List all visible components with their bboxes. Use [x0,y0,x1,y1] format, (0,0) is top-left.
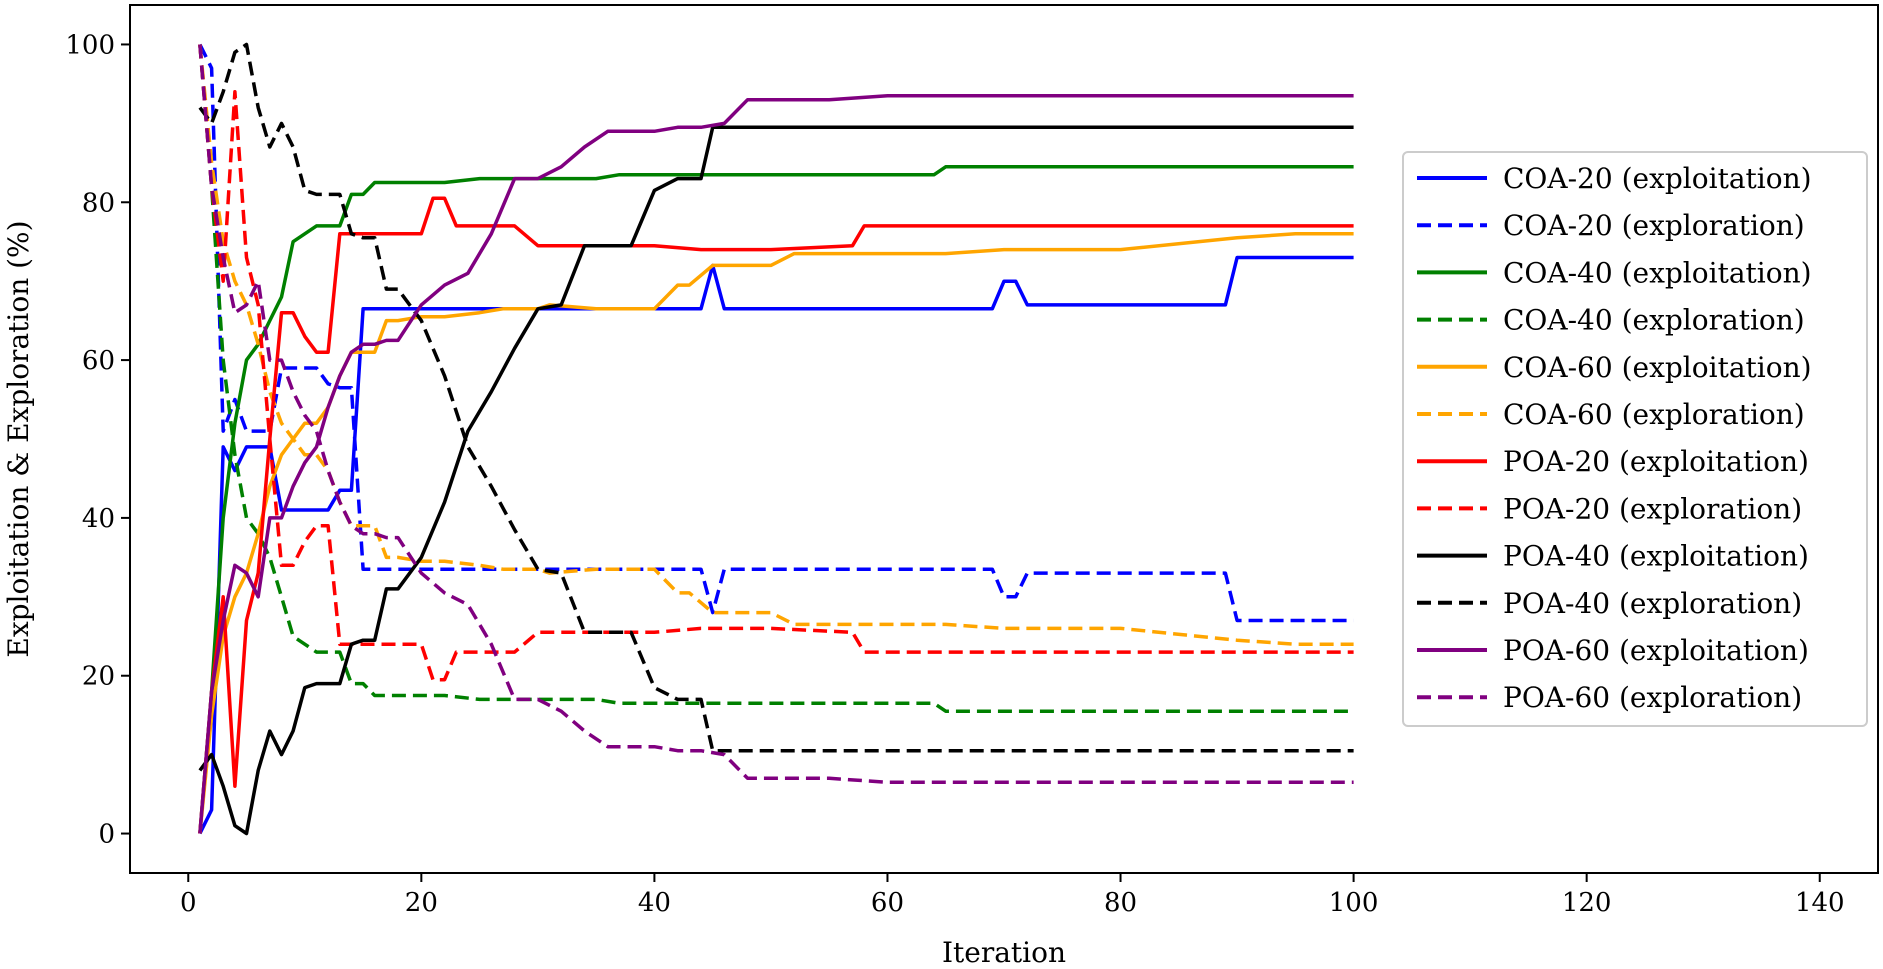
legend-label-coa-60-exploration: COA-60 (exploration) [1503,398,1805,431]
series-lines [198,42,1354,836]
legend-box [1402,151,1868,727]
x-tick-label: 60 [871,888,904,918]
series-line-poa-60-exploration [198,44,1354,785]
legend-label-poa-40-exploitation: POA-40 (exploitation) [1503,540,1809,573]
legend-label-coa-20-exploitation: COA-20 (exploitation) [1503,162,1812,195]
x-tick-label: 140 [1795,888,1845,918]
legend-label-coa-20-exploration: COA-20 (exploration) [1503,209,1805,242]
x-tick-label: 20 [405,888,438,918]
axes: 0 20 40 60 80 100 120 140 0 20 40 60 80 100 [65,30,1844,918]
y-tick-label: 40 [82,504,115,534]
series-line-coa-60-exploitation [198,232,1354,834]
series-line-poa-20-exploitation [198,196,1354,834]
legend-label-poa-60-exploration: POA-60 (exploration) [1503,681,1802,714]
series-line-coa-20-exploration [198,43,1354,623]
y-axis-label: Exploitation & Exploration (%) [2,220,35,657]
x-tick-label: 40 [638,888,671,918]
legend-label-poa-20-exploration: POA-20 (exploration) [1503,492,1802,525]
y-tick-label: 0 [98,820,115,850]
legend: COA-20 (exploitation) COA-20 (exploration… [1402,151,1868,727]
series-line-poa-60-exploitation [198,93,1354,834]
legend-label-poa-60-exploitation: POA-60 (exploitation) [1503,634,1809,667]
y-tick-label: 100 [65,30,115,60]
x-tick-label: 80 [1104,888,1137,918]
x-tick-label: 100 [1329,888,1379,918]
y-tick-label: 80 [82,188,115,218]
y-tick-label: 60 [82,346,115,376]
legend-label-poa-40-exploration: POA-40 (exploration) [1503,587,1802,620]
legend-label-coa-60-exploitation: COA-60 (exploitation) [1503,351,1812,384]
series-line-coa-40-exploration [198,44,1354,713]
y-tick-label: 20 [82,662,115,692]
series-line-poa-40-exploration [198,42,1354,753]
legend-label-poa-20-exploitation: POA-20 (exploitation) [1503,445,1809,478]
x-axis-label: Iteration [942,936,1066,969]
legend-label-coa-40-exploitation: COA-40 (exploitation) [1503,256,1812,289]
x-tick-label: 0 [180,888,197,918]
series-line-poa-40-exploitation [198,125,1354,836]
series-line-coa-60-exploration [198,44,1354,646]
x-tick-label: 120 [1562,888,1612,918]
legend-label-coa-40-exploration: COA-40 (exploration) [1503,304,1805,337]
